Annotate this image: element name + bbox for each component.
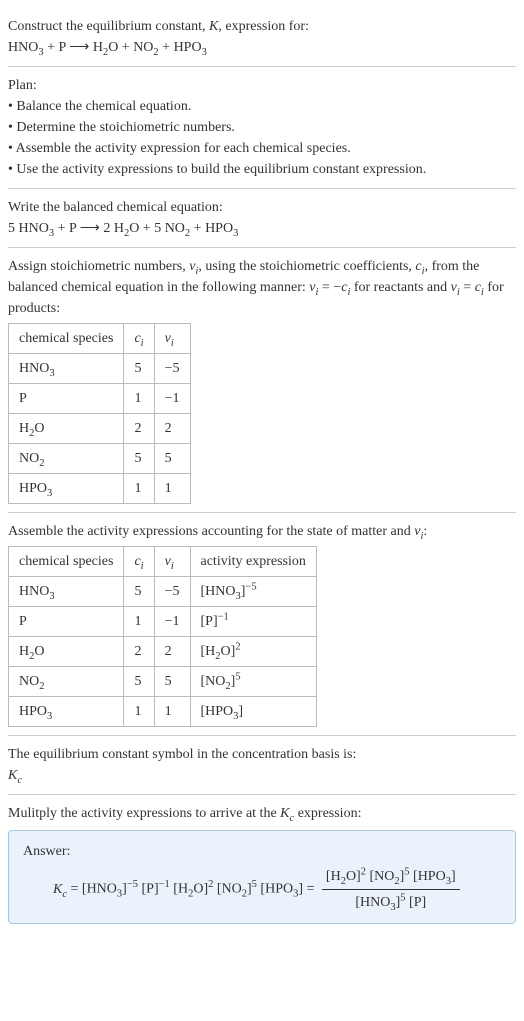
table-cell: NO2 (9, 444, 124, 474)
symbol-section: The equilibrium constant symbol in the c… (8, 736, 516, 795)
activity-heading: Assemble the activity expressions accoun… (8, 521, 516, 542)
answer-box: Answer: Kc = [HNO3]−5 [P]−1 [H2O]2 [NO2]… (8, 830, 516, 924)
table-cell: HNO3 (9, 577, 124, 607)
table-row: P1−1 (9, 384, 191, 414)
table-header: ci (124, 547, 154, 577)
table-row: HPO311[HPO3] (9, 697, 317, 727)
table-cell: P (9, 607, 124, 637)
plan-item: • Use the activity expressions to build … (8, 159, 516, 180)
stoich-table: chemical species ci νi HNO35−5 P1−1 H2O2… (8, 323, 191, 504)
plan-item: • Balance the chemical equation. (8, 96, 516, 117)
plan-item: • Determine the stoichiometric numbers. (8, 117, 516, 138)
table-row: H2O22 (9, 414, 191, 444)
table-cell: H2O (9, 414, 124, 444)
table-cell: 1 (124, 474, 154, 504)
table-row: HPO311 (9, 474, 191, 504)
balanced-equation: 5 HNO3 + P ⟶ 2 H2O + 5 NO2 + HPO3 (8, 218, 516, 239)
intro-line1: Construct the equilibrium constant, K, e… (8, 16, 516, 37)
table-cell: 2 (124, 637, 154, 667)
activity-section: Assemble the activity expressions accoun… (8, 513, 516, 736)
table-cell: 2 (154, 637, 190, 667)
table-row: P1−1[P]−1 (9, 607, 317, 637)
table-cell: [P]−1 (190, 607, 316, 637)
table-cell: 1 (154, 474, 190, 504)
table-cell: NO2 (9, 667, 124, 697)
balanced-section: Write the balanced chemical equation: 5 … (8, 189, 516, 248)
table-row: NO255 (9, 444, 191, 474)
table-cell: −5 (154, 354, 190, 384)
symbol-line2: Kc (8, 765, 516, 786)
table-cell: HNO3 (9, 354, 124, 384)
table-cell: H2O (9, 637, 124, 667)
table-row: HNO35−5 (9, 354, 191, 384)
table-row: HNO35−5[HNO3]−5 (9, 577, 317, 607)
table-cell: HPO3 (9, 697, 124, 727)
table-header: νi (154, 324, 190, 354)
balanced-heading: Write the balanced chemical equation: (8, 197, 516, 218)
plan-heading: Plan: (8, 75, 516, 96)
table-header: ci (124, 324, 154, 354)
table-header: activity expression (190, 547, 316, 577)
intro-equation: HNO3 + P ⟶ H2O + NO2 + HPO3 (8, 37, 516, 58)
table-header: νi (154, 547, 190, 577)
table-cell: 1 (124, 384, 154, 414)
table-cell: 5 (154, 444, 190, 474)
table-cell: [HPO3] (190, 697, 316, 727)
answer-label: Answer: (23, 841, 501, 862)
table-cell: 1 (124, 697, 154, 727)
table-cell: 1 (124, 607, 154, 637)
table-cell: 5 (124, 667, 154, 697)
intro-section: Construct the equilibrium constant, K, e… (8, 8, 516, 67)
table-cell: 1 (154, 697, 190, 727)
table-cell: 5 (124, 444, 154, 474)
stoich-section: Assign stoichiometric numbers, νi, using… (8, 248, 516, 513)
table-row: NO255[NO2]5 (9, 667, 317, 697)
table-cell: 5 (154, 667, 190, 697)
table-header: chemical species (9, 324, 124, 354)
table-cell: HPO3 (9, 474, 124, 504)
table-row: H2O22[H2O]2 (9, 637, 317, 667)
stoich-text: Assign stoichiometric numbers, νi, using… (8, 256, 516, 319)
table-cell: −1 (154, 607, 190, 637)
table-cell: 5 (124, 577, 154, 607)
table-cell: [HNO3]−5 (190, 577, 316, 607)
table-cell: 5 (124, 354, 154, 384)
table-cell: [H2O]2 (190, 637, 316, 667)
final-section: Mulitply the activity expressions to arr… (8, 795, 516, 932)
activity-table: chemical species ci νi activity expressi… (8, 546, 317, 727)
table-cell: −5 (154, 577, 190, 607)
table-cell: 2 (154, 414, 190, 444)
final-equation: Kc = [HNO3]−5 [P]−1 [H2O]2 [NO2]5 [HPO3]… (53, 862, 501, 913)
plan-section: Plan: • Balance the chemical equation. •… (8, 67, 516, 189)
symbol-line1: The equilibrium constant symbol in the c… (8, 744, 516, 765)
table-cell: 2 (124, 414, 154, 444)
table-header: chemical species (9, 547, 124, 577)
table-cell: P (9, 384, 124, 414)
plan-item: • Assemble the activity expression for e… (8, 138, 516, 159)
table-cell: −1 (154, 384, 190, 414)
final-heading: Mulitply the activity expressions to arr… (8, 803, 516, 824)
table-cell: [NO2]5 (190, 667, 316, 697)
